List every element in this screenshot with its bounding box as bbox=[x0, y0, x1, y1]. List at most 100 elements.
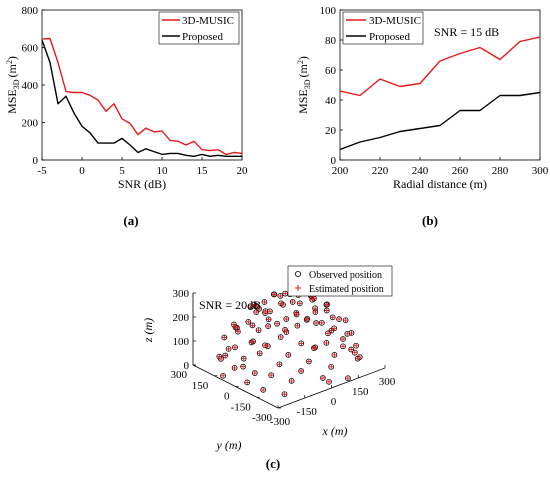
chart-c-zlabel: z (m) bbox=[141, 318, 155, 343]
chart-c-observed-point bbox=[244, 379, 251, 386]
chart-c-estimated-point bbox=[299, 341, 304, 346]
panel-label-c: (c) bbox=[266, 456, 280, 471]
chart-c-estimated-point bbox=[352, 350, 357, 355]
chart-c-observed-point bbox=[247, 304, 254, 311]
chart-c-estimated-point bbox=[266, 317, 271, 322]
chart-b-ytick-label: 0 bbox=[331, 155, 337, 167]
chart-c-estimated-point bbox=[253, 303, 259, 308]
chart-c-xtick-label: 0 bbox=[331, 396, 337, 408]
chart-c-estimated-point bbox=[226, 346, 231, 351]
chart-c-ztick-label: 0 bbox=[184, 360, 190, 372]
chart-c-estimated-point bbox=[269, 373, 274, 378]
chart-a-ylabel-units-sup: 2 bbox=[5, 60, 14, 64]
chart-c-estimated-point bbox=[246, 319, 251, 324]
chart-b-ylabel-units: (m bbox=[296, 63, 310, 77]
chart-c-observed-point bbox=[294, 322, 301, 329]
chart-c-estimated-point bbox=[220, 373, 226, 378]
chart-c-observed-point bbox=[281, 391, 288, 398]
chart-c-estimated-point bbox=[324, 340, 329, 346]
chart-c-estimated-point bbox=[254, 309, 259, 315]
chart-b-ylabel-units-sup: 2 bbox=[296, 60, 305, 64]
chart-c-estimated-point bbox=[319, 320, 324, 325]
chart-a-ylabel-main: MSE bbox=[5, 89, 19, 114]
chart-c-observed-point bbox=[285, 352, 292, 358]
chart-c-observed-point bbox=[253, 309, 260, 315]
chart-c-estimated-point bbox=[343, 318, 348, 323]
chart-b-series-0-line bbox=[340, 36, 540, 97]
chart-a-xlabel: SNR (dB) bbox=[118, 177, 166, 191]
chart-c-observed-point bbox=[326, 378, 332, 385]
chart-c-observed-point bbox=[268, 372, 275, 379]
chart-c-observed-point bbox=[342, 317, 349, 324]
chart-b-ylabel-main: MSE bbox=[296, 89, 310, 114]
chart-c-observed-point bbox=[325, 330, 331, 337]
chart-c-estimated-point bbox=[240, 364, 246, 369]
chart-c-observed-point bbox=[288, 378, 295, 384]
chart-c-estimated-point bbox=[286, 352, 291, 358]
chart-c-observed-point bbox=[353, 342, 359, 349]
chart-c-estimated-point bbox=[232, 345, 238, 350]
chart-c-observed-point bbox=[265, 316, 272, 323]
chart-a-xtick-label: 0 bbox=[79, 165, 85, 177]
chart-c-estimated-point bbox=[261, 387, 266, 393]
chart-c-observed-point bbox=[348, 330, 355, 336]
chart-a-legend: 3D-MUSIC Proposed bbox=[158, 11, 240, 45]
chart-c-observed-point bbox=[320, 375, 326, 381]
chart-c-observed-point bbox=[248, 339, 255, 346]
chart-a-series bbox=[42, 37, 242, 158]
chart-a-ytick-label: 800 bbox=[22, 5, 39, 17]
chart-c-series bbox=[216, 287, 363, 398]
chart-c-observed-point bbox=[222, 352, 229, 359]
chart-b-xtick-label: 260 bbox=[452, 165, 469, 177]
chart-c-estimated-point bbox=[250, 323, 255, 328]
chart-a-xtick-label: 15 bbox=[197, 165, 209, 177]
chart-a-ylabel-sub: 3D bbox=[12, 79, 21, 89]
chart-c-estimated-point bbox=[265, 343, 270, 349]
chart-b-ylabel: MSE3D (m2) bbox=[296, 56, 312, 114]
chart-c-ytick-label: 300 bbox=[171, 369, 188, 381]
chart-a-xtick-label: 20 bbox=[237, 165, 249, 177]
chart-c-observed-point bbox=[280, 301, 286, 308]
chart-c-observed-point bbox=[304, 315, 311, 322]
chart-c-xtick-label: -300 bbox=[270, 416, 291, 428]
chart-c-estimated-point bbox=[298, 368, 304, 374]
chart-c-estimated-point bbox=[265, 323, 271, 329]
chart-c-observed-point bbox=[220, 372, 226, 379]
chart-c-estimated-point bbox=[262, 310, 268, 316]
chart-c-observed-point bbox=[253, 302, 259, 309]
chart-a-ylabel-units: (m bbox=[5, 63, 19, 77]
chart-c-observed-point bbox=[245, 318, 252, 325]
chart-c-ztick-label: 200 bbox=[173, 312, 190, 324]
chart-c-observed-point bbox=[283, 316, 290, 322]
chart-c-observed-point bbox=[340, 343, 346, 350]
chart-c-observed-point bbox=[298, 368, 304, 374]
chart-c-observed-point bbox=[256, 350, 263, 357]
chart-a-ytick-label: 200 bbox=[22, 118, 39, 130]
chart-c-estimated-point bbox=[330, 315, 335, 320]
chart-c-observed-point bbox=[251, 301, 258, 308]
chart-c-observed-point bbox=[323, 340, 330, 346]
chart-b-legend-label-1: Proposed bbox=[369, 31, 410, 43]
chart-c-estimated-point bbox=[284, 316, 289, 322]
chart-c-estimated-point bbox=[278, 334, 283, 340]
chart-c-estimated-point bbox=[256, 328, 261, 333]
chart-c-estimated-point bbox=[262, 299, 267, 305]
chart-c-estimated-point bbox=[345, 331, 350, 337]
chart-c-observed-point bbox=[313, 320, 319, 326]
chart-a-series-0-line bbox=[42, 37, 242, 156]
chart-c-legend-swatch-1 bbox=[295, 285, 301, 291]
chart-a-legend-box bbox=[158, 11, 240, 45]
chart-b-ytick-label: 40 bbox=[325, 95, 337, 107]
chart-c-observed-point bbox=[251, 370, 258, 376]
chart-c-xtick-label: 150 bbox=[352, 386, 369, 398]
chart-c-observed-point bbox=[261, 299, 268, 305]
chart-c-estimated-point bbox=[325, 331, 331, 336]
chart-c-ytick-label: 150 bbox=[192, 380, 209, 392]
chart-c-estimated-point bbox=[262, 343, 268, 348]
chart-c-estimated-point bbox=[256, 306, 262, 312]
chart-c-observed-point bbox=[331, 325, 338, 332]
chart-c-observed-point bbox=[265, 323, 271, 329]
chart-c-estimated-point bbox=[310, 297, 315, 302]
chart-c-observed-point bbox=[296, 300, 303, 307]
chart-b-ytick-label: 60 bbox=[325, 65, 337, 77]
